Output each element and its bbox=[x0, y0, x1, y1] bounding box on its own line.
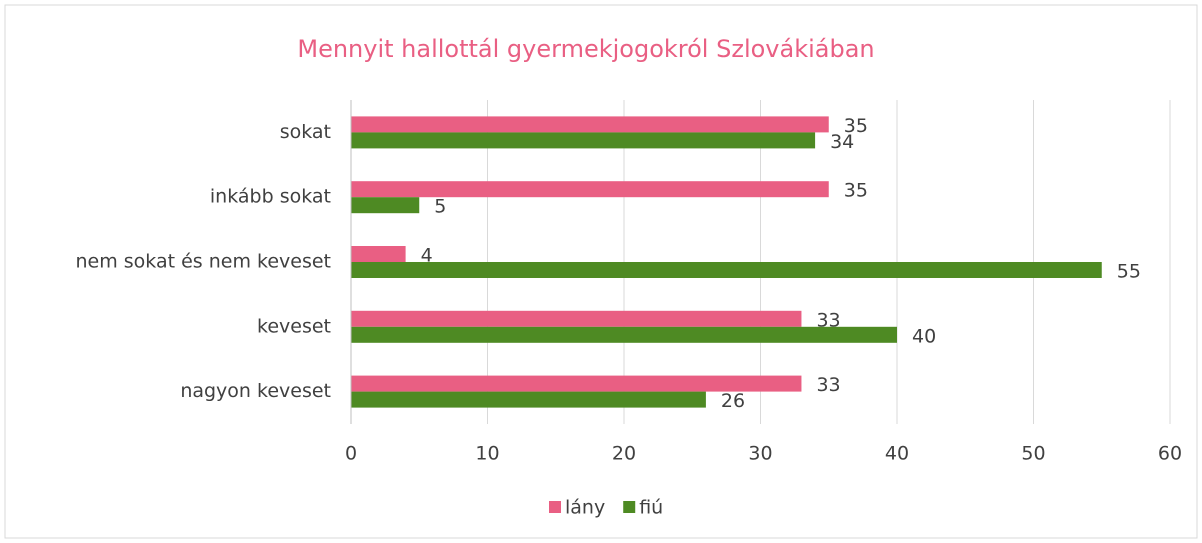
bar bbox=[351, 246, 406, 262]
data-label: 33 bbox=[816, 374, 840, 396]
bar bbox=[351, 132, 816, 149]
y-tick-label: keveset bbox=[257, 315, 331, 337]
data-label: 34 bbox=[830, 131, 854, 153]
y-tick-label: sokat bbox=[280, 121, 331, 143]
data-label: 4 bbox=[421, 245, 433, 267]
data-label: 40 bbox=[912, 325, 936, 347]
chart-title: Mennyit hallottál gyermekjogokról Szlová… bbox=[297, 35, 874, 63]
data-label: 5 bbox=[434, 196, 446, 218]
x-tick-label: 40 bbox=[885, 443, 909, 465]
bar bbox=[351, 391, 706, 408]
x-tick-label: 0 bbox=[345, 443, 357, 465]
bar bbox=[351, 310, 802, 327]
y-tick-label: nagyon keveset bbox=[180, 380, 331, 402]
data-label: 26 bbox=[721, 390, 745, 412]
y-tick-label: nem sokat és nem keveset bbox=[76, 251, 332, 273]
bar bbox=[351, 181, 829, 198]
data-label: 33 bbox=[816, 309, 840, 331]
legend-swatch bbox=[623, 501, 636, 513]
bar bbox=[351, 262, 1102, 278]
x-tick-label: 10 bbox=[475, 443, 499, 465]
x-tick-label: 50 bbox=[1021, 443, 1045, 465]
x-tick-label: 30 bbox=[748, 443, 772, 465]
x-tick-label: 20 bbox=[612, 443, 636, 465]
x-tick-label: 60 bbox=[1158, 443, 1182, 465]
data-label: 35 bbox=[844, 115, 868, 137]
bar bbox=[351, 116, 829, 133]
legend-label: lány bbox=[565, 497, 605, 519]
legend-label: fiú bbox=[639, 497, 663, 519]
bar bbox=[351, 326, 897, 343]
data-label: 35 bbox=[844, 180, 868, 202]
y-tick-label: inkább sokat bbox=[210, 186, 331, 208]
bar bbox=[351, 197, 420, 214]
data-label: 55 bbox=[1117, 261, 1141, 283]
legend-swatch bbox=[549, 501, 561, 513]
bar bbox=[351, 375, 802, 392]
